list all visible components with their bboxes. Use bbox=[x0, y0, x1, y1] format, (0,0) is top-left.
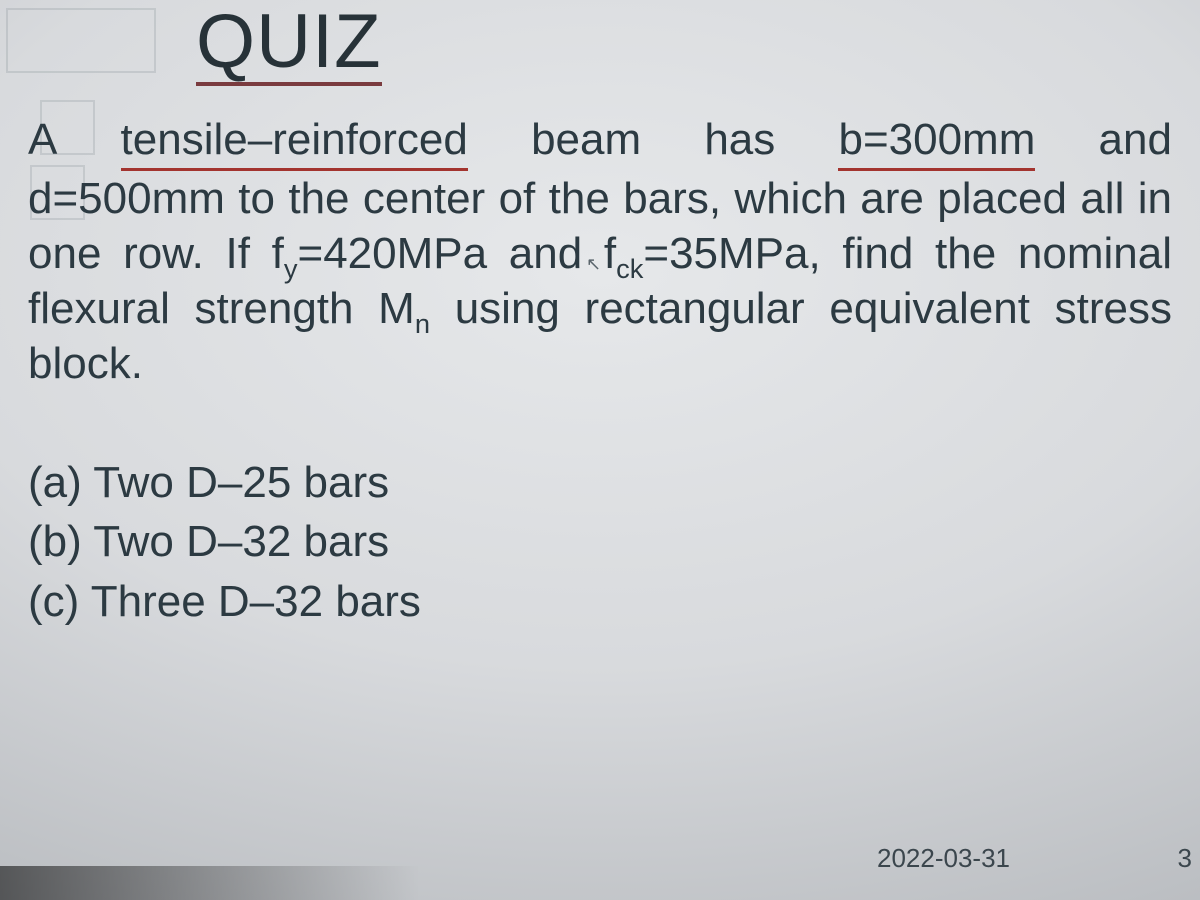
option-c: (c) Three D–32 bars bbox=[28, 572, 1172, 631]
term-tensile-reinforced: tensile–reinforced bbox=[121, 112, 468, 171]
footer-page-fragment: 3 bbox=[1178, 843, 1192, 874]
problem-line-1: A tensile–reinforced beam has b=300mm an… bbox=[28, 112, 1172, 171]
word-beam: beam bbox=[531, 112, 641, 167]
word-has: has bbox=[704, 112, 775, 167]
slide-title: QUIZ bbox=[196, 2, 382, 86]
option-a: (a) Two D–25 bars bbox=[28, 453, 1172, 512]
option-b: (b) Two D–32 bars bbox=[28, 512, 1172, 571]
answer-options: (a) Two D–25 bars (b) Two D–32 bars (c) … bbox=[28, 453, 1172, 631]
footer-date: 2022-03-31 bbox=[877, 843, 1010, 874]
problem-text: A tensile–reinforced beam has b=300mm an… bbox=[28, 112, 1172, 391]
problem-fy-after: =420MPa and f bbox=[298, 229, 617, 278]
word-a: A bbox=[28, 112, 57, 167]
sub-fck: ck bbox=[616, 253, 643, 284]
slide: QUIZ A tensile–reinforced beam has b=300… bbox=[0, 0, 1200, 900]
sub-fy: y bbox=[284, 253, 298, 284]
term-b-300mm: b=300mm bbox=[838, 112, 1035, 171]
title-wrap: QUIZ bbox=[196, 0, 1172, 86]
sub-mn: n bbox=[415, 308, 430, 339]
word-and: and bbox=[1099, 112, 1172, 167]
